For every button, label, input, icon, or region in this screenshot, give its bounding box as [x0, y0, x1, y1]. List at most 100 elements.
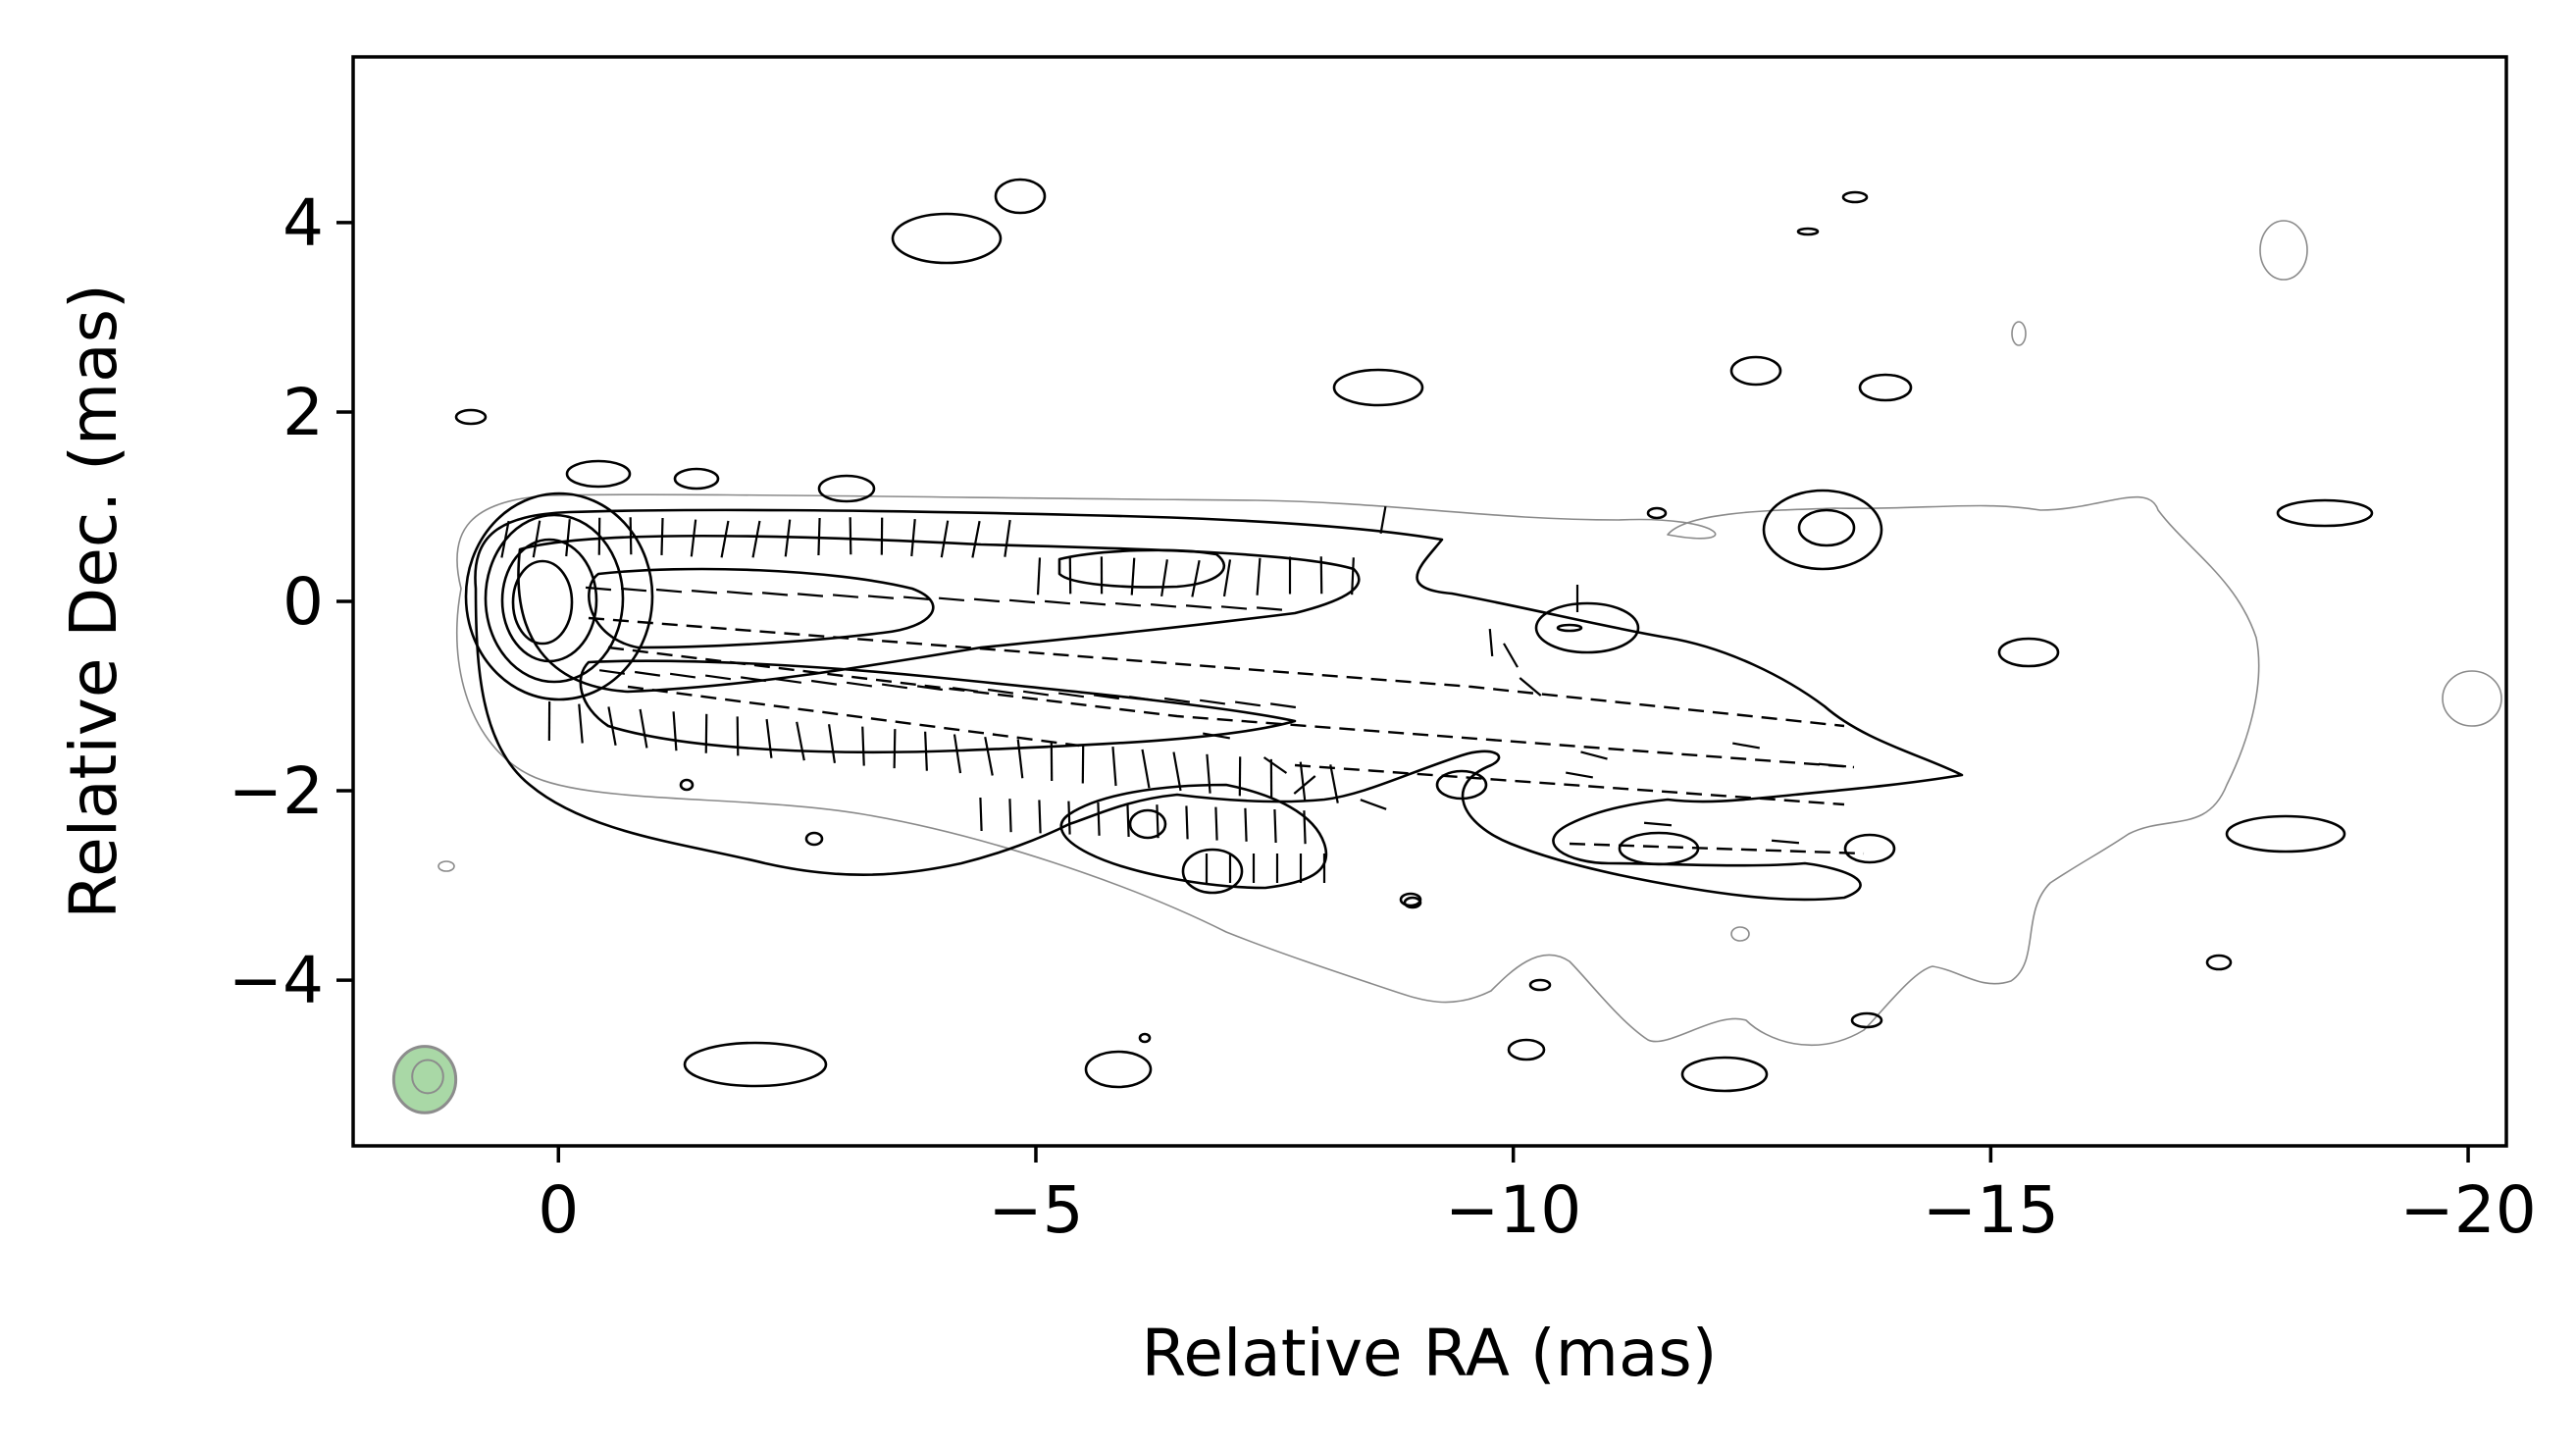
evpa-tick	[720, 520, 730, 558]
evpa-tick	[979, 797, 983, 832]
blob-4	[454, 408, 488, 426]
evpa-tick	[1097, 802, 1101, 836]
evpa-tick	[861, 726, 865, 766]
blob-11	[1762, 489, 1883, 571]
evpa-tick	[1273, 808, 1277, 844]
blob-1	[891, 212, 1003, 265]
evpa-tick	[810, 679, 838, 686]
blob-10	[1841, 190, 1869, 204]
blob-5	[565, 459, 632, 489]
evpa-tick	[971, 520, 981, 558]
faint-blob-5	[1730, 926, 1750, 942]
ridge-line-4	[1569, 842, 1865, 855]
blob-30	[1646, 506, 1668, 520]
x-tick-label: −20	[2399, 1172, 2536, 1248]
evpa-tick	[598, 669, 626, 675]
blob-17	[1084, 1050, 1153, 1089]
ridge-line-1	[588, 616, 1845, 728]
y-tick-label: −2	[229, 753, 324, 829]
evpa-tick	[1185, 805, 1189, 840]
evpa-tick	[565, 519, 571, 557]
evpa-tick	[1141, 749, 1151, 789]
evpa-tick	[1234, 700, 1262, 707]
evpa-tick	[1319, 556, 1323, 595]
evpa-tick	[672, 711, 678, 751]
evpa-tick	[634, 670, 661, 677]
y-axis: 4 2 0 −2 −4	[229, 185, 353, 1018]
evpa-tick	[1038, 800, 1042, 834]
blob-33	[804, 831, 824, 847]
evpa-tick	[1360, 799, 1387, 810]
blob-15	[1997, 637, 2060, 668]
evpa-tick	[578, 703, 584, 744]
y-tick-label: 4	[283, 185, 324, 261]
evpa-tick	[1222, 559, 1232, 597]
blob-32	[1403, 896, 1422, 909]
lowest-contour	[455, 493, 2260, 1046]
evpa-tick	[1220, 605, 1248, 610]
ridge-line-5	[627, 685, 1080, 748]
evpa-tick	[532, 520, 541, 558]
blob-28	[1850, 1011, 1883, 1029]
evpa-tick	[1163, 697, 1191, 703]
evpa-tick	[1128, 696, 1156, 701]
evpa-tick	[1126, 802, 1130, 838]
evpa-tick	[639, 708, 648, 749]
y-tick-label: 0	[283, 564, 324, 640]
blob-23	[1181, 848, 1244, 895]
evpa-tick	[1329, 764, 1339, 803]
evpa-tick	[655, 588, 683, 594]
evpa-tick	[1016, 739, 1024, 779]
x-tick-label: −10	[1445, 1172, 1581, 1248]
evpa-tick	[1303, 810, 1307, 845]
evpa-tick	[1057, 692, 1085, 699]
beam-shape	[391, 1045, 458, 1114]
blob-9	[1858, 373, 1913, 402]
evpa-tick	[1256, 606, 1283, 611]
evpa-tick	[867, 595, 895, 599]
beam-ellipse	[391, 1045, 458, 1114]
evpa-tick	[775, 678, 802, 684]
evpa-tick	[1488, 628, 1494, 657]
blob-21	[1435, 769, 1488, 801]
x-tick-label: −5	[988, 1172, 1083, 1248]
evpa-tick	[987, 688, 1014, 695]
blob-16	[683, 1041, 828, 1088]
evpa-tick	[1519, 677, 1542, 697]
evpa-tick	[1008, 598, 1036, 604]
evpa-tick	[902, 595, 930, 600]
ridge-line-2	[607, 646, 1855, 769]
evpa-tick	[1114, 601, 1142, 607]
evpa-tick	[1351, 557, 1355, 595]
evpa-tick	[1566, 771, 1593, 779]
evpa-tick	[629, 517, 633, 555]
blob-35	[1138, 1032, 1152, 1044]
evpa-tick	[620, 587, 647, 593]
evpa-tick	[740, 676, 767, 683]
beam-inner-contour	[411, 1059, 444, 1095]
evpa-tick	[827, 724, 837, 763]
evpa-tick	[1130, 557, 1136, 595]
evpa-tick	[1269, 702, 1297, 709]
faint-blob-1	[2259, 220, 2308, 281]
evpa-tick	[751, 520, 761, 558]
evpa-tick	[1299, 761, 1307, 802]
evpa-tick	[938, 596, 965, 602]
blob-14	[1534, 601, 1640, 654]
evpa-tick	[704, 713, 708, 753]
x-axis-label: Relative RA (mas)	[1141, 1316, 1717, 1391]
blob-34	[679, 778, 695, 792]
core-contour-5	[511, 559, 574, 646]
evpa-tick	[1379, 506, 1387, 534]
jet-contour-4	[579, 659, 1297, 754]
blob-22	[1128, 808, 1167, 840]
evpa-tick	[1022, 690, 1050, 697]
evpa-tick	[1185, 604, 1212, 609]
evpa-tick	[940, 520, 950, 558]
evpa-vectors	[500, 506, 1847, 883]
evpa-tick	[1643, 821, 1673, 827]
evpa-tick	[916, 685, 944, 692]
evpa-tick	[1503, 643, 1519, 668]
blob-36	[1796, 227, 1820, 236]
